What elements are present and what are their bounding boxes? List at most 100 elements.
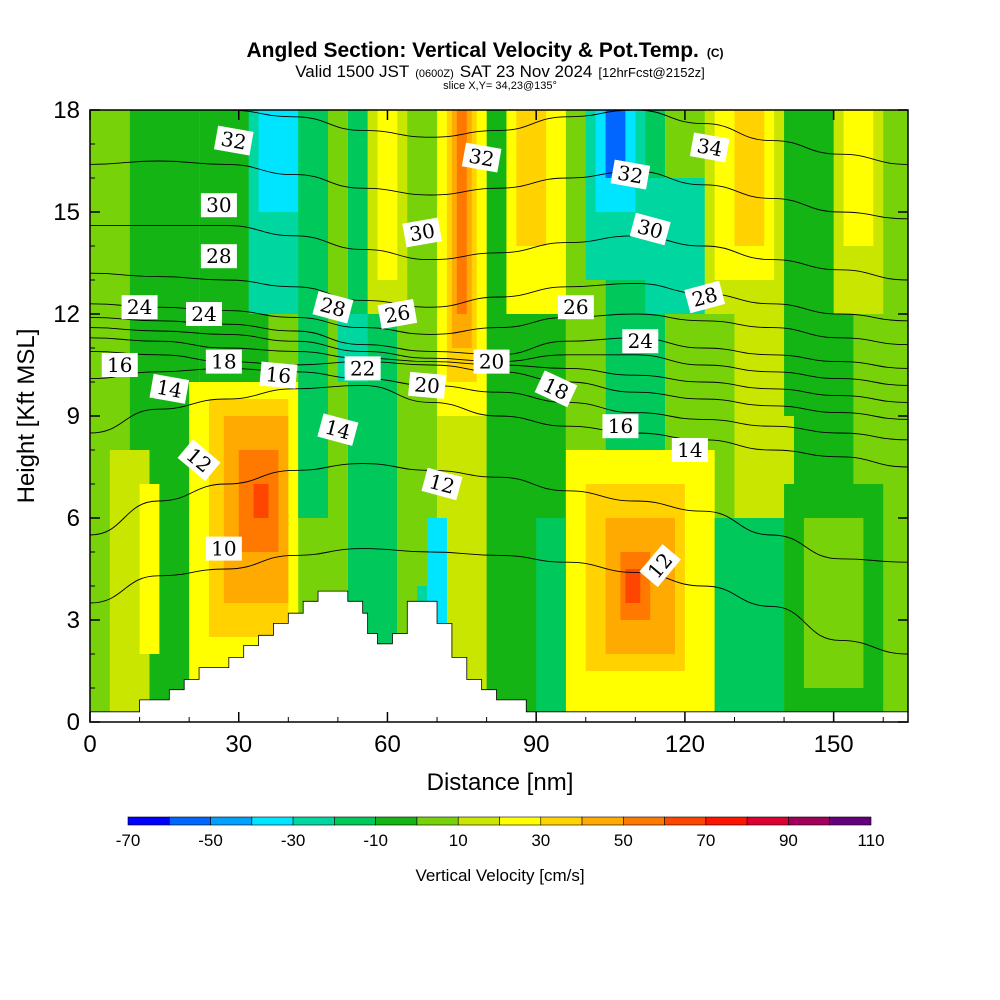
contour-label-22: 28	[684, 280, 726, 314]
contour-label-26: 32	[213, 125, 254, 156]
colorbar-tick-label: 10	[449, 831, 468, 850]
colorbar-tick-label: 50	[614, 831, 633, 850]
axes: 0 30 60 90 120 150 0 3 6 9 12 15 18	[53, 97, 908, 758]
contour-label-text: 16	[107, 353, 132, 377]
colorbar-swatch-16	[788, 816, 831, 826]
contour-label-text: 24	[191, 302, 216, 326]
contour-label-23: 30	[200, 193, 237, 218]
contour-label-10: 18	[205, 349, 242, 374]
contour-label-13: 20	[473, 349, 510, 374]
contour-label-text: 14	[677, 438, 702, 462]
x-axis-title: Distance [nm]	[427, 769, 574, 796]
theta-contour-32	[90, 160, 908, 220]
contour-label-0: 10	[205, 536, 242, 561]
x-tick-label: 30	[225, 731, 252, 758]
theta-contour-14	[90, 384, 908, 468]
contour-label-text: 28	[206, 244, 231, 268]
colorbar-swatch-2	[210, 816, 253, 826]
velocity-cell-32	[456, 110, 467, 314]
theta-contour-30	[90, 225, 908, 281]
contour-label-19: 26	[557, 295, 594, 320]
colorbar-swatch-6	[375, 816, 418, 826]
contour-label-18: 26	[377, 299, 418, 329]
y-axis-title: Height [Kft MSL]	[13, 329, 40, 504]
colorbar-swatch-3	[251, 816, 294, 826]
vertical-velocity-field	[90, 110, 908, 722]
colorbar-swatch-4	[292, 816, 335, 826]
contour-label-text: 26	[383, 300, 412, 328]
colorbar-swatch-5	[334, 816, 376, 826]
velocity-cell-40	[625, 569, 641, 603]
contour-label-4: 14	[149, 373, 190, 404]
velocity-cell-34	[516, 110, 547, 246]
velocity-cell-15	[139, 484, 160, 654]
y-tick-label: 12	[53, 301, 80, 328]
x-tick-label: 90	[523, 731, 550, 758]
colorbar-swatch-17	[829, 816, 872, 826]
y-tick-label: 3	[67, 607, 80, 634]
colorbar-tick-label: 110	[857, 831, 884, 850]
contour-label-15: 24	[121, 295, 158, 320]
colorbar-tick-label: -70	[116, 831, 141, 850]
colorbar-swatch-7	[416, 816, 459, 826]
colorbar-tick-label: 70	[696, 831, 715, 850]
velocity-cell-26	[377, 110, 398, 280]
colorbar-swatch-0	[127, 816, 170, 826]
colorbar-tick-label: 90	[779, 831, 798, 850]
contour-label-text: 30	[408, 218, 437, 246]
colorbar-swatch-14	[705, 816, 748, 826]
x-tick-label: 0	[83, 731, 96, 758]
contour-label-12: 20	[408, 371, 447, 399]
terrain	[90, 590, 908, 722]
plot-area	[90, 110, 908, 722]
contour-label-16: 24	[186, 302, 223, 326]
colorbar-swatch-9	[499, 816, 542, 826]
chart-title: Angled Section: Vertical Velocity & Pot.…	[246, 39, 723, 62]
chart-title-main: Angled Section: Vertical Velocity & Pot.…	[246, 39, 698, 62]
contour-label-28: 32	[610, 159, 651, 190]
contour-label-text: 20	[479, 350, 504, 374]
contour-label-6: 14	[671, 438, 708, 462]
y-tick-label: 15	[53, 199, 80, 226]
x-tick-label: 120	[665, 731, 705, 758]
contour-label-text: 24	[628, 329, 653, 353]
contour-label-text: 20	[413, 372, 440, 398]
velocity-cell-50	[843, 110, 874, 246]
valid-time-utc: (0600Z)	[415, 68, 454, 80]
contour-label-29: 34	[689, 132, 730, 163]
velocity-cell-48	[784, 110, 834, 416]
colorbar-swatch-11	[581, 816, 624, 826]
velocity-cell-47	[734, 110, 765, 246]
contour-label-text: 32	[616, 161, 645, 189]
x-tick-label: 150	[814, 731, 854, 758]
contour-label-text: 32	[219, 127, 248, 155]
colorbar-tick-label: -10	[363, 831, 388, 850]
contour-label-25: 30	[629, 212, 671, 246]
colorbar-swatch-8	[457, 816, 500, 826]
slice-info: slice X,Y= 34,23@135°	[443, 80, 557, 92]
x-tick-label: 60	[374, 731, 401, 758]
theta-contour-28	[90, 272, 908, 322]
contour-label-14: 22	[344, 356, 381, 381]
colorbar-swatch-15	[746, 816, 789, 826]
contour-label-8: 16	[259, 361, 298, 389]
chart-title-tag: (C)	[707, 46, 724, 60]
contour-label-text: 30	[206, 193, 231, 217]
colorbar: -70 -50 -30 -10 10 30 50 70 90 110	[116, 816, 885, 850]
colorbar-swatch-12	[623, 816, 665, 826]
colorbar-tick-label: 30	[531, 831, 550, 850]
valid-date: SAT 23 Nov 2024	[460, 62, 593, 81]
theta-contour-10	[90, 548, 908, 655]
contour-label-2: 12	[421, 467, 463, 501]
colorbar-swatch-13	[664, 816, 707, 826]
colorbar-title: Vertical Velocity [cm/s]	[415, 866, 584, 885]
velocity-cell-53	[714, 518, 785, 712]
contour-label-text: 22	[350, 356, 375, 380]
colorbar-tick-label: -30	[281, 831, 306, 850]
y-tick-label: 6	[67, 505, 80, 532]
y-tick-label: 18	[53, 97, 80, 124]
contour-label-20: 28	[200, 244, 237, 269]
colorbar-swatch-1	[168, 816, 211, 826]
chart-subtitle: Valid 1500 JST (0600Z) SAT 23 Nov 2024 [12h…	[295, 62, 705, 81]
velocity-cell-52	[803, 518, 864, 688]
